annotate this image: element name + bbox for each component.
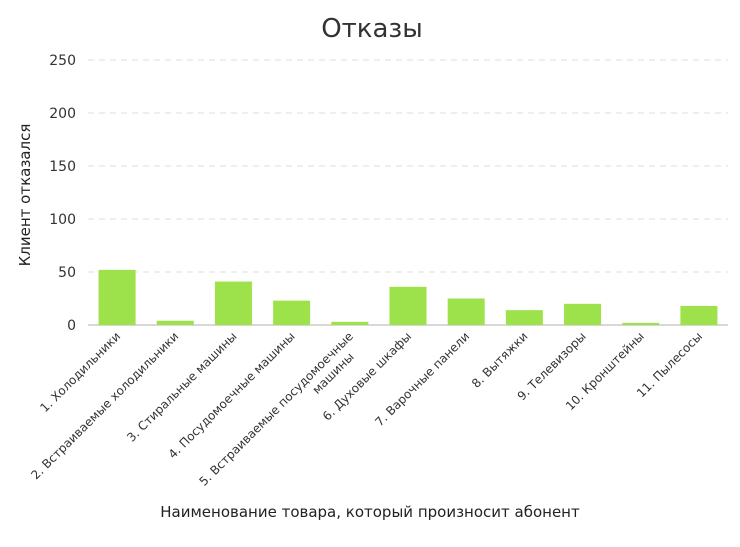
bar: [273, 300, 311, 325]
x-axis-label: Наименование товара, который произносит …: [160, 503, 580, 521]
bar: [98, 269, 136, 325]
x-tick-label: 8. Вытяжки: [469, 329, 531, 391]
bar: [447, 298, 485, 325]
y-axis-label: Клиент отказался: [16, 124, 34, 267]
x-tick-label: 4. Посудомоечные машины: [166, 329, 298, 461]
chart-title: Отказы: [321, 14, 423, 44]
bar: [389, 286, 427, 325]
x-tick-label: 3. Стиральные машины: [124, 329, 239, 444]
y-tick-label: 200: [49, 106, 76, 122]
bar: [564, 303, 602, 325]
y-tick-label: 0: [67, 318, 76, 334]
bar: [331, 321, 369, 325]
bar: [156, 320, 194, 325]
y-tick-label: 250: [49, 53, 76, 69]
y-tick-label: 50: [58, 265, 76, 281]
bar: [622, 322, 660, 325]
y-tick-label: 100: [49, 212, 76, 228]
x-tick-label: 7. Варочные панели: [372, 329, 472, 429]
bar: [214, 281, 252, 325]
y-tick-label: 150: [49, 159, 76, 175]
bar: [680, 305, 718, 325]
bar: [505, 310, 543, 325]
